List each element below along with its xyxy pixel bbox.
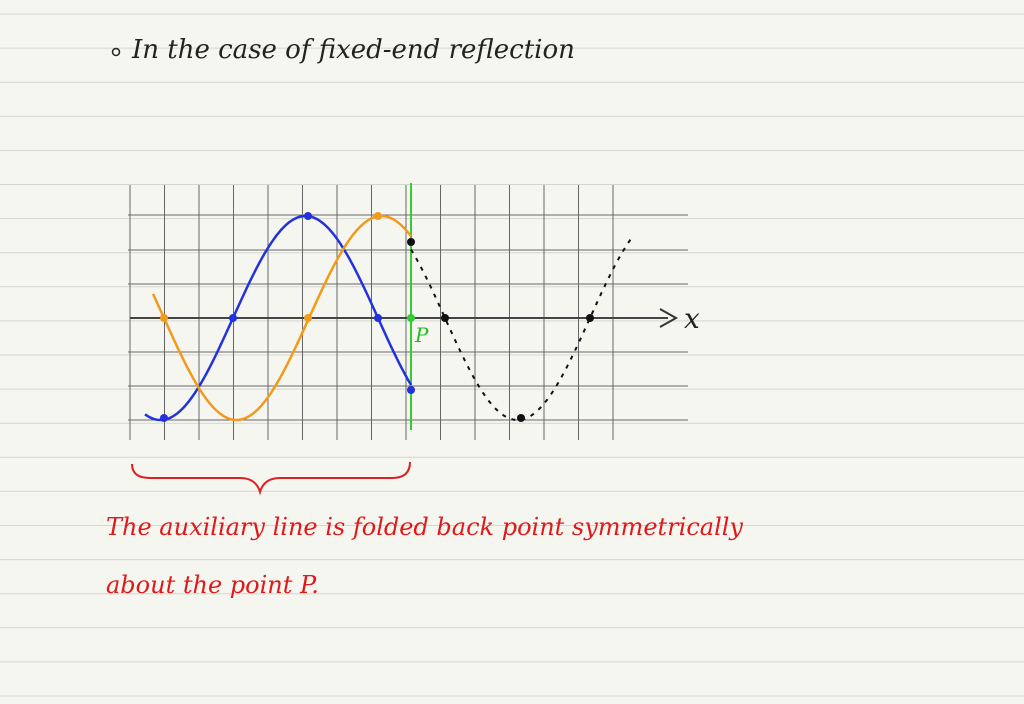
grid [128,185,688,440]
point [517,414,525,422]
point [407,386,415,394]
caption-line: about the point P. [106,571,319,599]
point [160,314,168,322]
point [229,314,237,322]
point [586,314,594,322]
caption-line: The auxiliary line is folded back point … [106,513,743,541]
heading: In the case of fixed-end reflection [131,35,575,65]
point [407,238,415,246]
incident-wave [144,214,413,422]
point [304,314,312,322]
bullet [111,47,121,57]
point [441,314,449,322]
shifted-wave [151,214,412,422]
point [407,314,415,322]
point [374,212,382,220]
ruled-lines [0,13,1024,697]
auxiliary-wave [410,235,634,422]
axis-label: x [684,302,700,335]
point-label: P [414,323,429,347]
point [304,212,312,220]
axis-arrow [659,308,679,328]
points [160,212,594,422]
point [160,414,168,422]
brace [131,461,411,496]
point [374,314,382,322]
